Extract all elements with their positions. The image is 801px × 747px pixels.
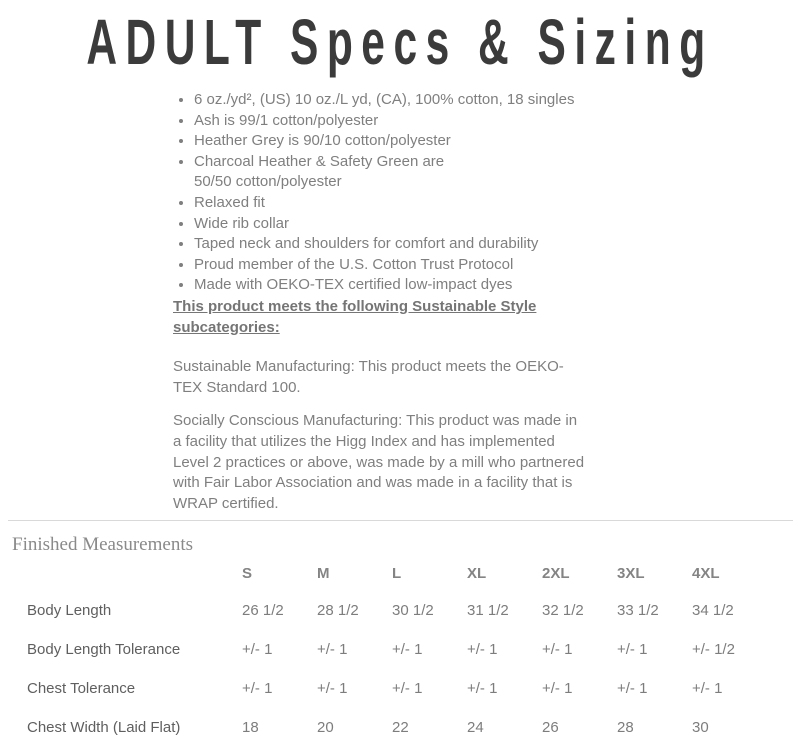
measurement-value: 34 1/2 bbox=[692, 602, 734, 620]
size-column-header: M bbox=[317, 565, 330, 583]
measurement-value: +/- 1 bbox=[692, 680, 723, 698]
page-title: ADULT Specs & Sizing bbox=[86, 6, 715, 78]
finished-measurements-title: Finished Measurements bbox=[12, 534, 194, 556]
table-row: Body Length 26 1/2 28 1/2 30 1/2 31 1/2 … bbox=[27, 591, 767, 630]
spec-bullet: Proud member of the U.S. Cotton Trust Pr… bbox=[194, 255, 597, 276]
measurement-row-label: Body Length bbox=[27, 602, 112, 620]
measurement-row-label: Chest Width (Laid Flat) bbox=[27, 719, 181, 737]
sustainable-manufacturing-paragraph: Sustainable Manufacturing: This product … bbox=[173, 358, 564, 396]
measurement-value: 30 bbox=[692, 719, 709, 737]
sustainable-style-heading: This product meets the following Sustain… bbox=[173, 297, 537, 336]
measurement-value: 22 bbox=[392, 719, 409, 737]
spec-bullet: Wide rib collar bbox=[194, 214, 597, 235]
finished-measurements-table: S M L XL 2XL 3XL 4XL Body Length 26 1/2 … bbox=[27, 565, 767, 747]
spec-bullet: Made with OEKO-TEX certified low-impact … bbox=[194, 275, 597, 296]
measurement-value: 28 bbox=[617, 719, 634, 737]
measurement-value: +/- 1 bbox=[617, 641, 648, 659]
measurement-value: 26 bbox=[542, 719, 559, 737]
product-specs: 6 oz./yd², (US) 10 oz./L yd, (CA), 100% … bbox=[173, 90, 597, 514]
size-column-header: S bbox=[242, 565, 253, 583]
measurement-value: 24 bbox=[467, 719, 484, 737]
section-divider bbox=[8, 520, 793, 522]
measurement-value: 32 1/2 bbox=[542, 602, 584, 620]
size-column-header: 2XL bbox=[542, 565, 570, 583]
measurement-value: +/- 1 bbox=[317, 680, 348, 698]
measurement-value: +/- 1 bbox=[542, 641, 573, 659]
measurement-value: 33 1/2 bbox=[617, 602, 659, 620]
measurement-value: +/- 1 bbox=[317, 641, 348, 659]
spec-bullet: Charcoal Heather & Safety Green are 50/5… bbox=[194, 152, 597, 193]
spec-bullet-list: 6 oz./yd², (US) 10 oz./L yd, (CA), 100% … bbox=[173, 90, 597, 296]
size-column-header: L bbox=[392, 565, 402, 583]
size-column-header: XL bbox=[467, 565, 487, 583]
spec-bullet: Taped neck and shoulders for comfort and… bbox=[194, 234, 597, 255]
table-row: Chest Tolerance +/- 1 +/- 1 +/- 1 +/- 1 … bbox=[27, 669, 767, 708]
size-header-row: S M L XL 2XL 3XL 4XL bbox=[27, 565, 767, 591]
measurement-value: 18 bbox=[242, 719, 259, 737]
table-row: Body Length Tolerance +/- 1 +/- 1 +/- 1 … bbox=[27, 630, 767, 669]
measurement-value: +/- 1 bbox=[467, 641, 498, 659]
measurement-value: +/- 1 bbox=[242, 680, 273, 698]
measurement-value: +/- 1 bbox=[242, 641, 273, 659]
measurement-value: +/- 1 bbox=[617, 680, 648, 698]
measurement-value: 30 1/2 bbox=[392, 602, 434, 620]
measurement-row-label: Chest Tolerance bbox=[27, 680, 136, 698]
measurement-value: 20 bbox=[317, 719, 334, 737]
spec-bullet: 6 oz./yd², (US) 10 oz./L yd, (CA), 100% … bbox=[194, 90, 597, 111]
measurement-value: +/- 1 bbox=[467, 680, 498, 698]
measurement-value: 26 1/2 bbox=[242, 602, 284, 620]
measurement-value: +/- 1/2 bbox=[692, 641, 735, 659]
spec-bullet: Relaxed fit bbox=[194, 193, 597, 214]
size-column-header: 4XL bbox=[692, 565, 720, 583]
measurement-row-label: Body Length Tolerance bbox=[27, 641, 181, 659]
spec-bullet: Ash is 99/1 cotton/polyester bbox=[194, 111, 597, 132]
measurement-value: +/- 1 bbox=[542, 680, 573, 698]
table-row: Chest Width (Laid Flat) 18 20 22 24 26 2… bbox=[27, 708, 767, 747]
measurement-value: +/- 1 bbox=[392, 680, 423, 698]
title-section: ADULT Specs & Sizing bbox=[0, 10, 801, 90]
measurement-value: 28 1/2 bbox=[317, 602, 359, 620]
socially-conscious-paragraph: Socially Conscious Manufacturing: This p… bbox=[173, 412, 585, 512]
row-label-header bbox=[27, 565, 242, 591]
size-column-header: 3XL bbox=[617, 565, 645, 583]
measurement-value: 31 1/2 bbox=[467, 602, 509, 620]
spec-bullet: Heather Grey is 90/10 cotton/polyester bbox=[194, 131, 597, 152]
measurement-value: +/- 1 bbox=[392, 641, 423, 659]
